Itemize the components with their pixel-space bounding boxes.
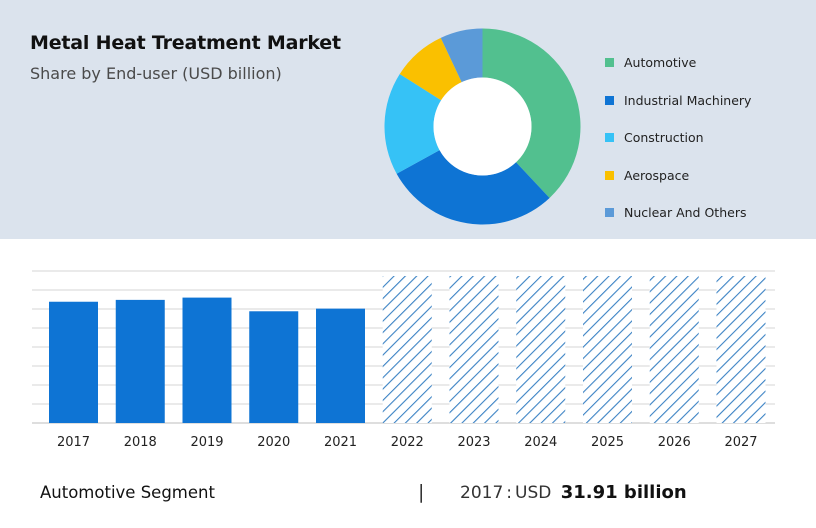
x-tick-label: 2025 [591, 435, 624, 450]
bar-2019 [182, 297, 232, 423]
legend-swatch [605, 208, 614, 218]
x-tick-label: 2020 [257, 435, 290, 450]
chart-subtitle: Share by End-user (USD billion) [30, 64, 282, 83]
x-tick-label: 2021 [324, 435, 357, 450]
x-tick-label: 2022 [391, 435, 424, 450]
forecast-bar-2026 [649, 276, 699, 423]
donut-slice-industrial-machinery [396, 150, 550, 225]
forecast-bar-2027 [716, 276, 766, 423]
x-tick-label: 2026 [658, 435, 691, 450]
segment-label: Automotive Segment [40, 483, 215, 502]
x-tick-label: 2019 [190, 435, 223, 450]
legend-label: Industrial Machinery [624, 92, 752, 108]
donut-slice-nuclear-and-others [440, 28, 483, 83]
legend-label: Nuclear And Others [624, 205, 747, 221]
legend-label: Aerospace [624, 167, 690, 183]
chart-title: Metal Heat Treatment Market [30, 32, 341, 54]
legend-swatch [605, 170, 614, 180]
x-tick-label: 2018 [124, 435, 157, 450]
legend-swatch [605, 58, 614, 68]
x-tick-label: 2027 [724, 435, 757, 450]
legend-item-automotive: Automotive [605, 44, 751, 82]
legend-item-nuclear-and-others: Nuclear And Others [605, 194, 751, 232]
donut-chart [384, 28, 581, 225]
x-tick-label: 2024 [524, 435, 557, 450]
x-tick-label: 2023 [457, 435, 490, 450]
forecast-bar-2024 [516, 276, 566, 423]
forecast-bar-2022 [382, 276, 432, 423]
legend-label: Construction [624, 130, 704, 146]
bar-chart: 2017 2018 2019 2020 2021 2022 2023 2024 2025 2026… [32, 270, 775, 450]
segment-year: 2017 [460, 483, 504, 503]
donut-slice-automotive [482, 28, 581, 198]
segment-colon: : [506, 483, 512, 503]
bar-2021 [316, 308, 365, 423]
legend-swatch [605, 95, 614, 105]
legend: Automotive Industrial Machinery Constructi… [605, 44, 751, 232]
donut-slice-construction [384, 73, 442, 174]
segment-currency: USD [515, 483, 552, 503]
footer-separator: | [418, 481, 425, 503]
donut-hole [433, 77, 532, 176]
bar-2018 [115, 299, 165, 423]
bar-2017 [49, 301, 98, 423]
donut-slice-aerospace [399, 37, 462, 101]
legend-swatch [605, 133, 614, 143]
forecast-bar-2023 [449, 276, 499, 423]
forecast-bar-2025 [583, 276, 632, 423]
legend-item-construction: Construction [605, 119, 751, 157]
legend-item-aerospace: Aerospace [605, 157, 751, 195]
bar-2020 [249, 311, 299, 423]
legend-item-industrial-machinery: Industrial Machinery [605, 82, 751, 120]
segment-value: 2017: USD 31.91 billion [460, 482, 687, 503]
segment-amount: 31.91 billion [560, 482, 687, 503]
legend-label: Automotive [624, 55, 697, 71]
x-tick-label: 2017 [57, 435, 90, 450]
